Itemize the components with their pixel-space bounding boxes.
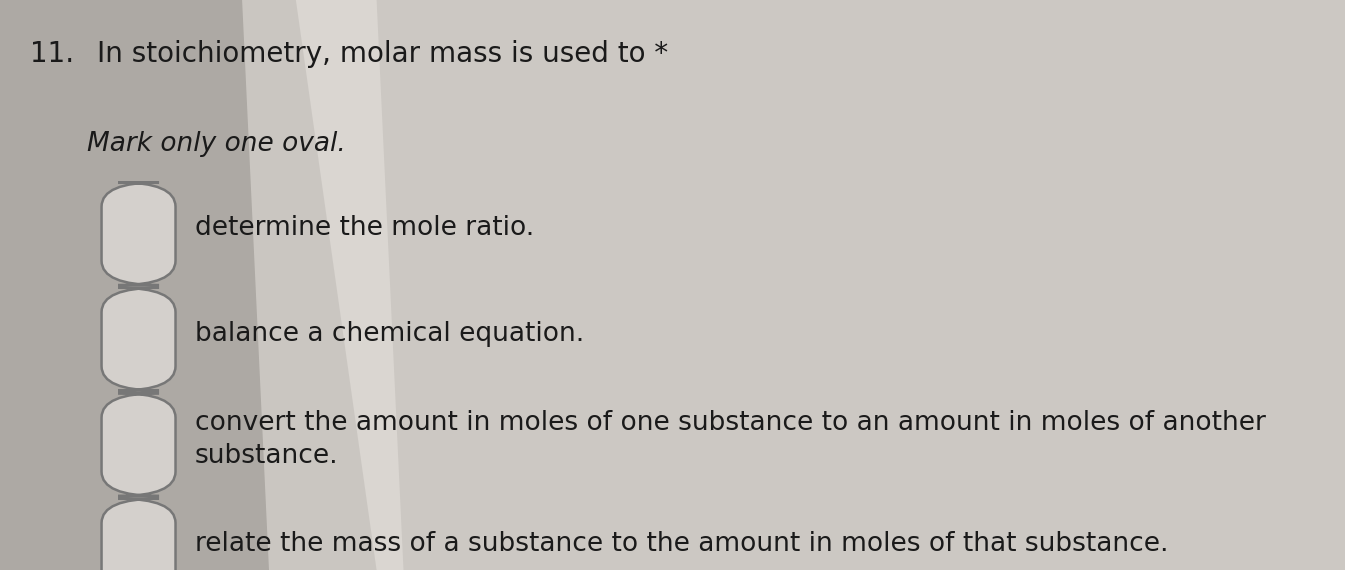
Text: determine the mole ratio.: determine the mole ratio. xyxy=(195,215,534,241)
Text: balance a chemical equation.: balance a chemical equation. xyxy=(195,320,584,347)
Text: relate the mass of a substance to the amount in moles of that substance.: relate the mass of a substance to the am… xyxy=(195,531,1169,557)
Text: In stoichiometry, molar mass is used to *: In stoichiometry, molar mass is used to … xyxy=(97,40,668,68)
Polygon shape xyxy=(242,0,404,570)
FancyBboxPatch shape xyxy=(101,288,175,390)
Text: Mark only one oval.: Mark only one oval. xyxy=(87,131,346,157)
FancyBboxPatch shape xyxy=(101,182,175,285)
Text: convert the amount in moles of one substance to an amount in moles of another
su: convert the amount in moles of one subst… xyxy=(195,409,1266,469)
FancyBboxPatch shape xyxy=(101,393,175,496)
Text: 11.: 11. xyxy=(30,40,74,68)
FancyBboxPatch shape xyxy=(101,499,175,570)
Polygon shape xyxy=(0,0,377,570)
